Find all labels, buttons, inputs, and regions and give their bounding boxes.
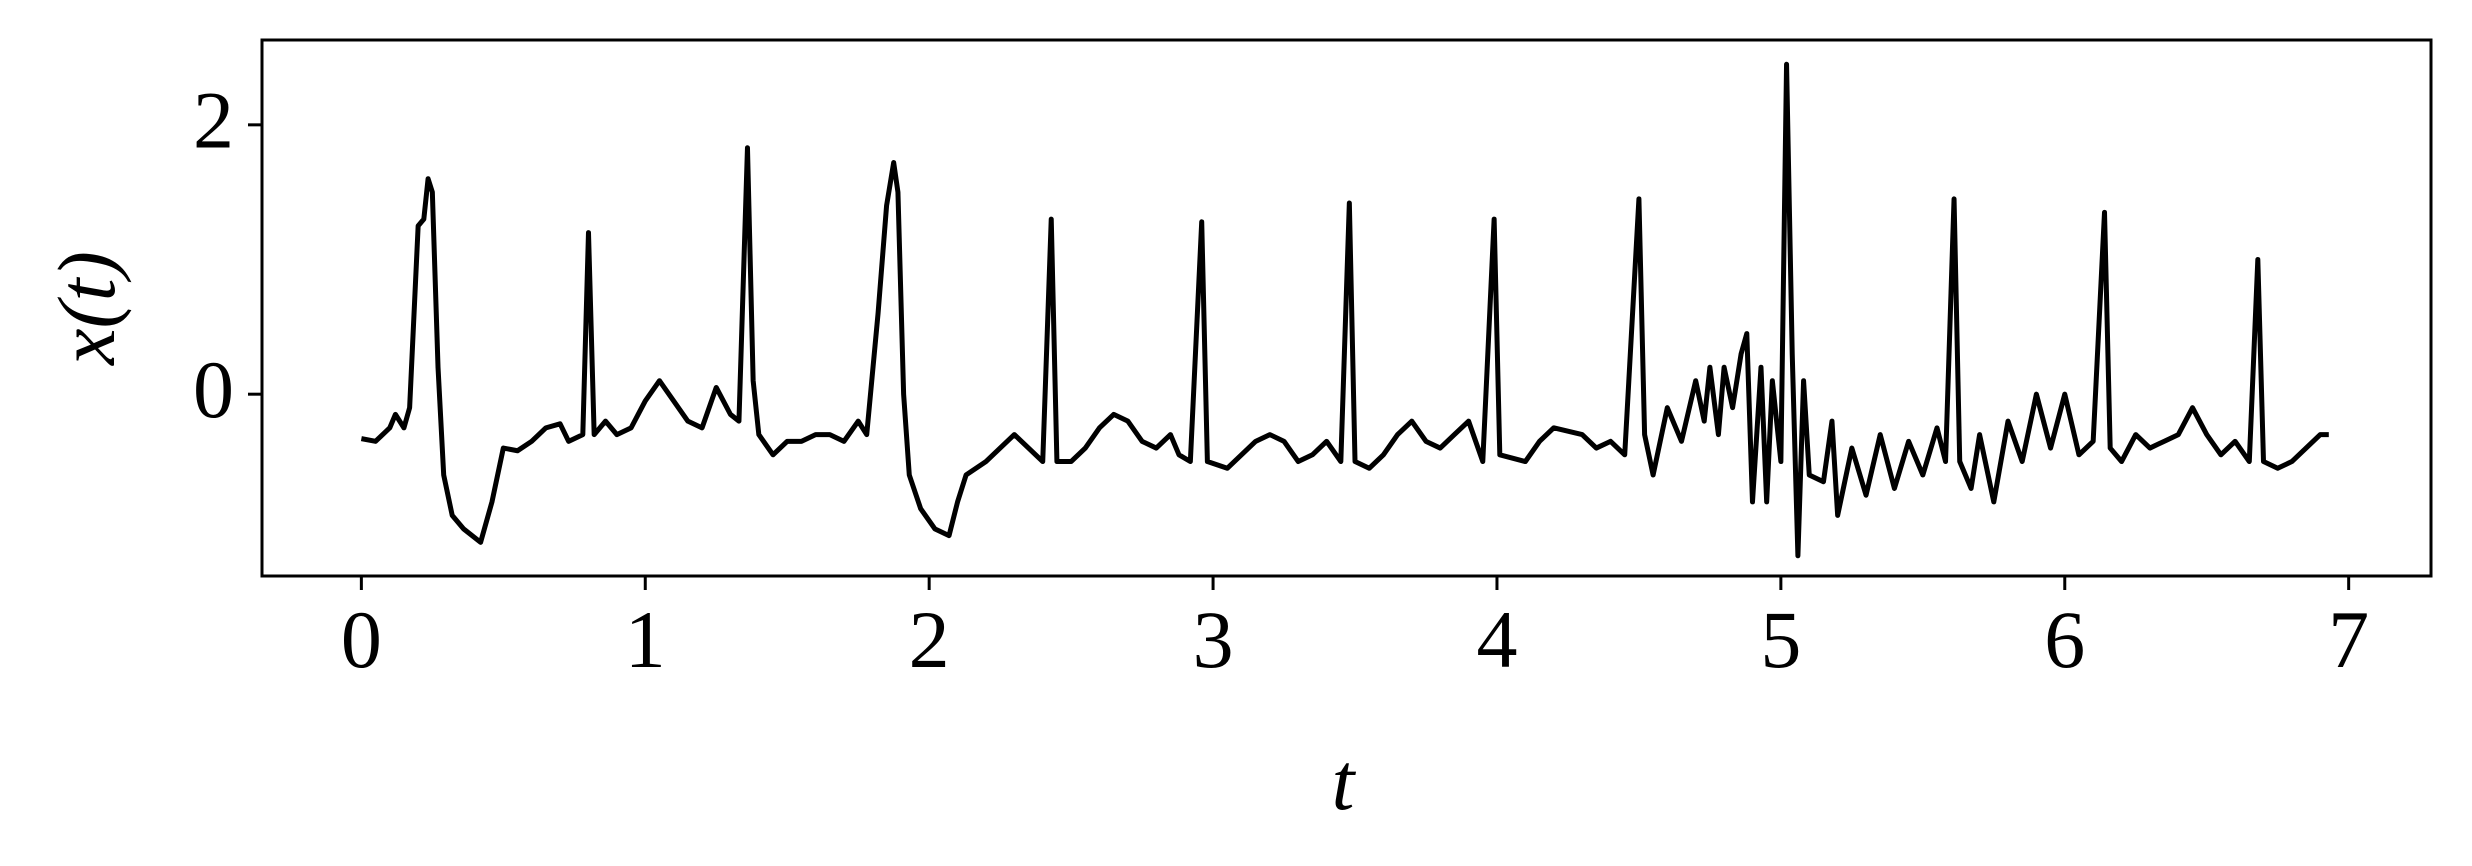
x-tick-label: 7 bbox=[2328, 594, 2369, 685]
x-tick-label: 0 bbox=[341, 594, 382, 685]
y-tick-label: 2 bbox=[193, 75, 234, 166]
plot-frame bbox=[260, 38, 2433, 578]
x-tick-label: 3 bbox=[1193, 594, 1234, 685]
x-tick-label: 4 bbox=[1476, 594, 1517, 685]
x-tick-label: 1 bbox=[625, 594, 666, 685]
y-tick-label: 0 bbox=[193, 344, 234, 435]
y-axis-label: x(t) bbox=[41, 251, 132, 366]
x-axis-label: t bbox=[1332, 736, 1357, 827]
x-tick-label: 6 bbox=[2044, 594, 2085, 685]
x-tick-label: 5 bbox=[1760, 594, 1801, 685]
data-line bbox=[360, 61, 2329, 559]
x-tick-label: 2 bbox=[909, 594, 950, 685]
